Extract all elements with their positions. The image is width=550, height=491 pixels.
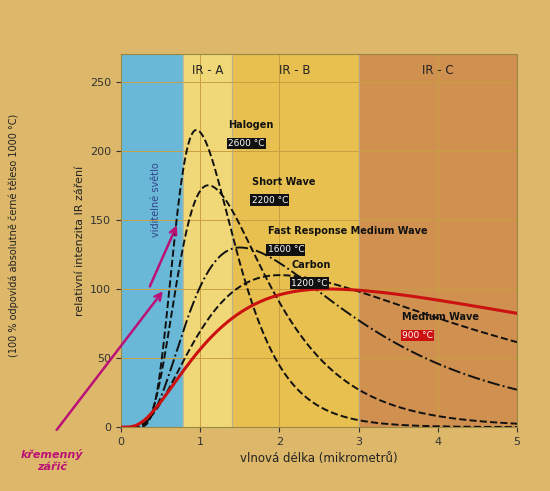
Text: Halogen: Halogen: [228, 120, 273, 130]
Text: křemenný
zářič: křemenný zářič: [21, 449, 84, 472]
X-axis label: vlnová délka (mikrometrů): vlnová délka (mikrometrů): [240, 452, 398, 465]
Text: 900 °C: 900 °C: [402, 331, 433, 340]
Text: 2200 °C: 2200 °C: [252, 195, 288, 205]
Bar: [121, 54, 183, 427]
Text: Short Wave: Short Wave: [252, 177, 315, 187]
Text: 2600 °C: 2600 °C: [228, 139, 265, 148]
Bar: [232, 54, 359, 427]
Text: (100 % odpovídá absolutně černé těleso 1000 °C): (100 % odpovídá absolutně černé těleso 1…: [8, 114, 19, 357]
Text: Medium Wave: Medium Wave: [402, 312, 479, 322]
Text: IR - B: IR - B: [279, 64, 311, 77]
Text: 1600 °C: 1600 °C: [267, 246, 304, 254]
Text: 1200 °C: 1200 °C: [292, 278, 328, 288]
Y-axis label: relativní intenzita IR záření: relativní intenzita IR záření: [75, 165, 85, 316]
Text: IR - A: IR - A: [191, 64, 223, 77]
Text: Fast Response Medium Wave: Fast Response Medium Wave: [267, 226, 427, 237]
Bar: [359, 54, 517, 427]
Text: Carbon: Carbon: [292, 260, 331, 270]
Bar: [183, 54, 232, 427]
Text: IR - C: IR - C: [422, 64, 454, 77]
Text: viditelné světlo: viditelné světlo: [151, 162, 161, 237]
